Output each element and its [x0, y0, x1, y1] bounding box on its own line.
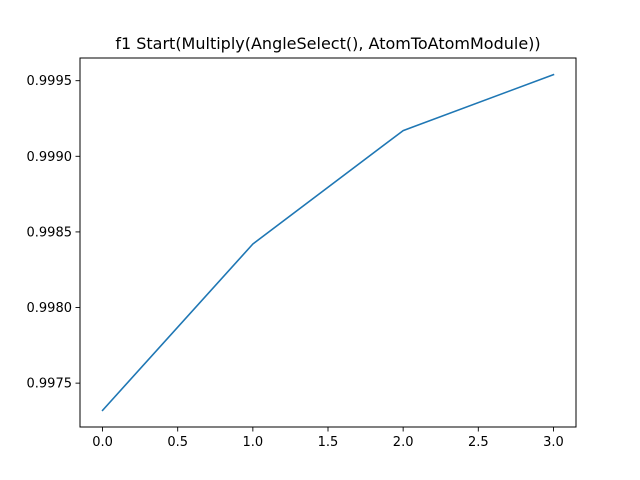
plot-area: [80, 58, 576, 427]
data-layer: [101, 73, 555, 412]
frame-layer: [79, 57, 577, 428]
x-tick-label: 2.5: [468, 435, 489, 450]
x-tick-label: 0.5: [167, 435, 188, 450]
y-tick-label: 0.9985: [27, 225, 73, 240]
x-tick-label: 1.0: [243, 435, 264, 450]
series-line: [101, 73, 555, 412]
axes-frame: [79, 57, 577, 428]
x-tick-label: 2.0: [393, 435, 414, 450]
x-tick-label: 3.0: [543, 435, 564, 450]
y-tick-label: 0.9990: [27, 150, 73, 165]
y-tick-label: 0.9975: [27, 377, 73, 392]
y-tick-label: 0.9995: [27, 74, 73, 89]
x-tick-label: 0.0: [92, 435, 113, 450]
y-tick-label: 0.9980: [27, 301, 73, 316]
chart-title: f1 Start(Multiply(AngleSelect(), AtomToA…: [115, 34, 540, 53]
axes-layer: 0.0 0.5 1.0 1.5 2.0 2.5 3.0 0.9975 0.9980 0.9985 0…: [27, 74, 564, 450]
x-tick-label: 1.5: [318, 435, 339, 450]
